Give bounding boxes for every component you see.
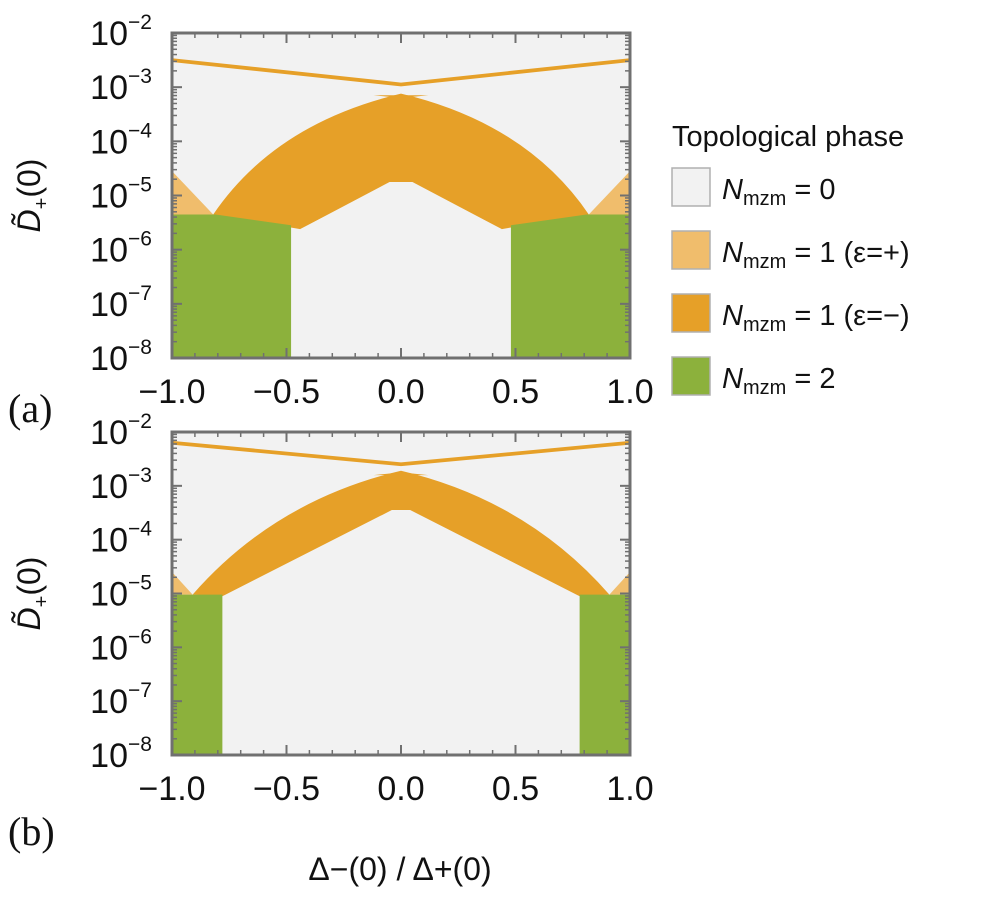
region-cap-b — [373, 472, 429, 476]
region-nmzm2-left-b — [172, 594, 223, 755]
y-tick-exponent: −5 — [128, 174, 152, 197]
y-tick-exponent: −3 — [128, 464, 152, 487]
x-axis-a: −1.0 −0.5 0.0 0.5 1.0 — [138, 33, 654, 411]
region-nmzm1-minus-a — [213, 93, 589, 230]
region-nmzm0-notch-b — [222, 561, 580, 597]
y-tick-label: 10 — [90, 468, 128, 506]
legend-title: Topological phase — [672, 121, 904, 153]
y-tick-label: 10 — [90, 737, 128, 775]
x-tick-label: 0.5 — [492, 770, 539, 808]
legend-swatch — [671, 356, 711, 396]
panel-a: 10−810−710−610−510−410−310−2 −1.0 −0.5 0.0… — [8, 11, 654, 431]
y-tick-label: 10 — [90, 629, 128, 667]
legend-label: Nmzm = 2 — [722, 363, 835, 399]
y-tick-label: 10 — [90, 683, 128, 721]
region-nmzm2-right-b — [579, 594, 630, 755]
y-tick-exponent: −8 — [128, 733, 152, 756]
y-tick-exponent: −8 — [128, 336, 152, 359]
panel-label-a: (a) — [8, 386, 52, 431]
x-axis-b: −1.0 −0.5 0.0 0.5 1.0 — [138, 432, 654, 808]
legend-swatch — [671, 167, 711, 207]
y-tick-exponent: −6 — [128, 228, 152, 251]
region-nmzm1-plus-left-b — [172, 571, 193, 595]
y-tick-exponent: −2 — [128, 410, 152, 433]
region-nmzm0-notch-a — [300, 181, 502, 230]
y-tick-label: 10 — [90, 340, 128, 378]
region-cap-a — [373, 95, 429, 98]
x-tick-label: −1.0 — [138, 770, 205, 808]
boundary-line-descending-a — [172, 58, 401, 87]
x-tick-label: 1.0 — [606, 373, 653, 411]
y-tick-exponent: −6 — [128, 625, 152, 648]
y-axis-a: 10−810−710−610−510−410−310−2 — [90, 11, 630, 378]
y-tick-label: 10 — [90, 123, 128, 161]
y-tick-exponent: −7 — [128, 679, 152, 702]
y-tick-exponent: −4 — [128, 518, 152, 541]
y-tick-exponent: −4 — [128, 119, 152, 142]
x-tick-label: −0.5 — [253, 770, 320, 808]
y-tick-label: 10 — [90, 286, 128, 324]
y-tick-exponent: −7 — [128, 282, 152, 305]
y-tick-label: 10 — [90, 576, 128, 614]
legend-swatch — [671, 230, 711, 270]
x-tick-label: 1.0 — [606, 770, 653, 808]
y-tick-exponent: −2 — [128, 11, 152, 34]
boundary-line-descending-b — [172, 440, 401, 467]
x-tick-label: −0.5 — [253, 373, 320, 411]
y-axis-b: 10−810−710−610−510−410−310−2 — [90, 410, 630, 775]
region-nmzm1-plus-left-a — [172, 171, 214, 215]
boundary-line-ascending-a — [401, 58, 630, 87]
legend: Topological phase Nmzm = 0 Nmzm = 1 (ε=+)… — [671, 121, 910, 399]
x-axis-label: Δ−(0) / Δ+(0) — [308, 851, 491, 887]
legend-label: Nmzm = 1 (ε=−) — [722, 300, 910, 336]
y-tick-label: 10 — [90, 232, 128, 270]
y-tick-label: 10 — [90, 178, 128, 216]
region-nmzm1-plus-right-b — [609, 571, 630, 595]
panel-label-b: (b) — [8, 809, 55, 854]
region-nmzm1-plus-right-a — [588, 171, 630, 215]
legend-label: Nmzm = 0 — [722, 174, 835, 210]
panel-b: 10−810−710−610−510−410−310−2 −1.0 −0.5 0.0… — [8, 410, 654, 854]
y-tick-label: 10 — [90, 414, 128, 452]
x-tick-label: −1.0 — [138, 373, 205, 411]
legend-label: Nmzm = 1 (ε=+) — [722, 237, 910, 273]
y-tick-label: 10 — [90, 522, 128, 560]
region-nmzm1-minus-b — [192, 470, 610, 597]
region-nmzm2-right-a — [510, 214, 630, 358]
x-tick-label: 0.5 — [492, 373, 539, 411]
legend-swatch — [671, 293, 711, 333]
x-tick-label: 0.0 — [377, 770, 424, 808]
x-tick-label: 0.0 — [377, 373, 424, 411]
y-tick-label: 10 — [90, 69, 128, 107]
region-nmzm2-left-a — [172, 214, 292, 358]
y-tick-exponent: −5 — [128, 572, 152, 595]
y-axis-label-b: D̃+(0) — [11, 557, 53, 631]
boundary-line-ascending-b — [401, 440, 630, 467]
y-tick-exponent: −3 — [128, 65, 152, 88]
y-tick-label: 10 — [90, 15, 128, 53]
y-axis-label-a: D̃+(0) — [11, 159, 53, 233]
